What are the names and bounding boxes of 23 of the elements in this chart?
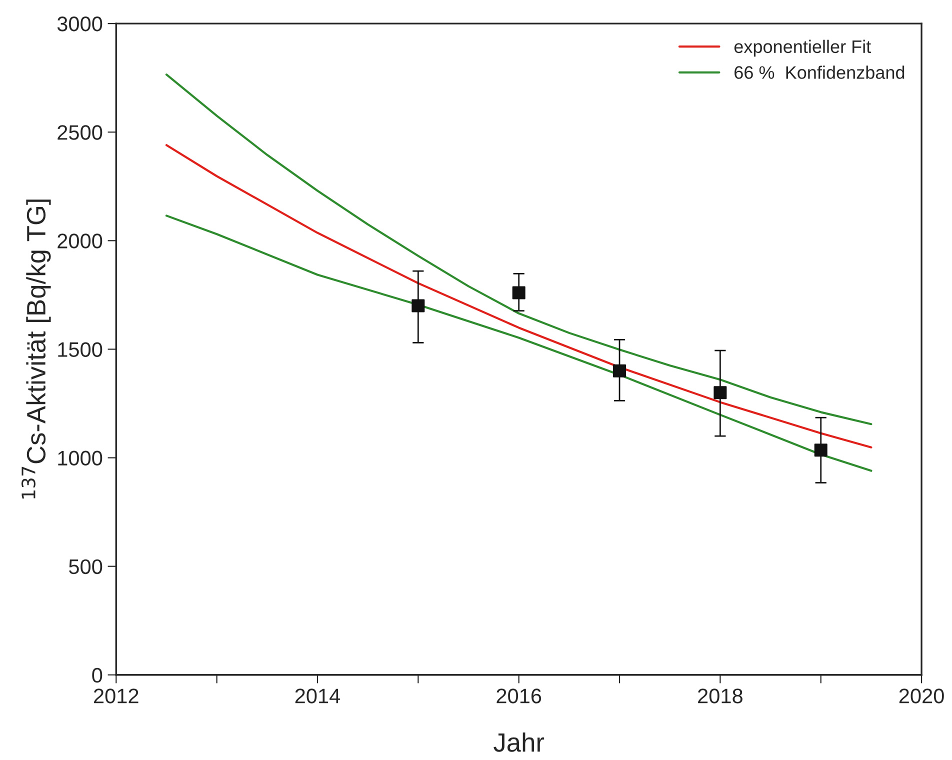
- y-tick-label: 2500: [58, 125, 102, 140]
- y-tick-label: 3000: [57, 16, 102, 32]
- y-tick-label: 2000: [58, 234, 102, 248]
- line-series: [165, 144, 872, 448]
- legend-label: 66 % Konfidenzband: [734, 66, 904, 79]
- x-tick-label: 2020: [899, 688, 944, 704]
- line-series: [165, 214, 872, 472]
- x-axis-title: Jahr: [494, 732, 544, 752]
- y-tick-label: 500: [69, 559, 102, 574]
- y-tick-label: 1000: [58, 450, 102, 466]
- point: [814, 444, 828, 457]
- legend-label: exponentieller Fit: [734, 40, 871, 57]
- y-axis-title: $^{137}$Cs-Aktivität [Bq/kg TG]: [21, 200, 51, 499]
- y-tick-label: 1500: [58, 342, 102, 357]
- point: [412, 299, 425, 312]
- x-tick-label: 2016: [496, 688, 542, 704]
- x-tick-label: 2018: [698, 688, 742, 704]
- x-tick-label: 2014: [295, 688, 340, 704]
- x-tick-label: 2012: [94, 688, 138, 704]
- point: [512, 286, 526, 300]
- point: [714, 386, 727, 400]
- y-tick-label: 0: [92, 668, 102, 683]
- point: [613, 364, 626, 378]
